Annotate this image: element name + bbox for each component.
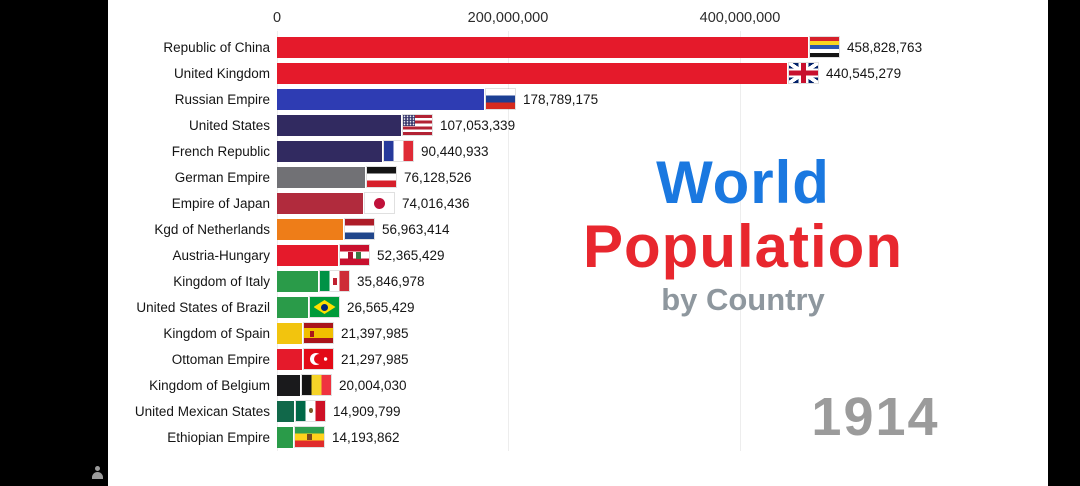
chart-title: World Population by Country: [568, 152, 918, 318]
person-icon: [91, 466, 104, 479]
bar: [277, 400, 294, 422]
country-label: Empire of Japan: [171, 195, 270, 211]
value-label: 76,128,526: [404, 169, 472, 185]
bar: [277, 88, 484, 110]
bar-row: United Mexican States 14,909,799: [108, 398, 1048, 424]
country-label: German Empire: [174, 169, 270, 185]
bar: [277, 192, 363, 214]
country-flag-icon: [302, 375, 331, 395]
value-label: 14,193,862: [332, 429, 400, 445]
video-frame: 0 200,000,000 400,000,000 Republic of Ch…: [108, 0, 1048, 486]
country-flag-icon: [810, 37, 839, 57]
country-label: French Republic: [171, 143, 270, 159]
x-axis-tick-400m: 400,000,000: [699, 10, 781, 26]
country-label: Ottoman Empire: [171, 351, 270, 367]
country-flag-icon: [403, 115, 432, 135]
bar: [277, 166, 365, 188]
value-label: 35,846,978: [357, 273, 425, 289]
bar-row: Kingdom of Belgium 20,004,030: [108, 372, 1048, 398]
country-flag-icon: [789, 63, 818, 83]
bar: [277, 114, 401, 136]
country-flag-icon: [295, 427, 324, 447]
year-label: 1914: [811, 387, 940, 447]
country-flag-icon: [340, 245, 369, 265]
country-label: Ethiopian Empire: [167, 429, 270, 445]
country-label: United States: [188, 117, 270, 133]
bar-row: French Republic 90,440,933: [108, 138, 1048, 164]
country-label: United Kingdom: [173, 65, 270, 81]
country-label: Austria-Hungary: [172, 247, 270, 263]
bar: [277, 426, 293, 448]
country-flag-icon: [320, 271, 349, 291]
value-label: 440,545,279: [826, 65, 902, 81]
country-flag-icon: [296, 401, 325, 421]
bar-row: German Empire 76,128,526: [108, 164, 1048, 190]
country-flag-icon: [304, 349, 333, 369]
bar-row: Kgd of Netherlands 56,963,414: [108, 216, 1048, 242]
bar-row: Empire of Japan 74,016,436: [108, 190, 1048, 216]
country-label: Russian Empire: [174, 91, 270, 107]
bar: [277, 244, 338, 266]
country-label: Kingdom of Italy: [173, 273, 270, 289]
bar: [277, 62, 787, 84]
bar-rows: Republic of China 458,828,763 United Kin…: [108, 34, 1048, 450]
bar: [277, 270, 318, 292]
country-flag-icon: [345, 219, 374, 239]
gridline-200m: [508, 31, 509, 451]
bar-row: United States of Brazil 26,565,429: [108, 294, 1048, 320]
bar-row: Russian Empire 178,789,175: [108, 86, 1048, 112]
bar-row: Kingdom of Spain 21,397,985: [108, 320, 1048, 346]
bar-row: United Kingdom 440,545,279: [108, 60, 1048, 86]
value-label: 74,016,436: [402, 195, 470, 211]
gridline-0: [277, 31, 278, 451]
country-flag-icon: [384, 141, 413, 161]
country-label: Kingdom of Belgium: [149, 377, 270, 393]
title-word-world: World: [656, 149, 830, 216]
bar: [277, 296, 308, 318]
bar-row: Ottoman Empire 21,297,985: [108, 346, 1048, 372]
title-subtitle: by Country: [661, 282, 825, 318]
bar: [277, 36, 808, 58]
bar: [277, 348, 302, 370]
value-label: 26,565,429: [347, 299, 415, 315]
value-label: 56,963,414: [382, 221, 450, 237]
bar-row: United States 107,053,339: [108, 112, 1048, 138]
x-axis-tick-0: 0: [272, 10, 282, 26]
value-label: 21,297,985: [341, 351, 409, 367]
value-label: 14,909,799: [333, 403, 401, 419]
value-label: 52,365,429: [377, 247, 445, 263]
country-label: United States of Brazil: [136, 299, 270, 315]
country-label: Republic of China: [163, 39, 270, 55]
bar-row: Kingdom of Italy 35,846,978: [108, 268, 1048, 294]
country-flag-icon: [365, 193, 394, 213]
bar-row: Austria-Hungary 52,365,429: [108, 242, 1048, 268]
country-flag-icon: [486, 89, 515, 109]
country-label: Kingdom of Spain: [163, 325, 270, 341]
country-flag-icon: [304, 323, 333, 343]
value-label: 178,789,175: [523, 91, 599, 107]
value-label: 458,828,763: [847, 39, 923, 55]
bar: [277, 374, 300, 396]
bar-row: Ethiopian Empire 14,193,862: [108, 424, 1048, 450]
value-label: 21,397,985: [341, 325, 409, 341]
bar: [277, 218, 343, 240]
value-label: 107,053,339: [440, 117, 516, 133]
bar-row: Republic of China 458,828,763: [108, 34, 1048, 60]
bar: [277, 322, 302, 344]
x-axis-tick-200m: 200,000,000: [467, 10, 549, 26]
value-label: 20,004,030: [339, 377, 407, 393]
country-label: United Mexican States: [134, 403, 270, 419]
value-label: 90,440,933: [421, 143, 489, 159]
bar: [277, 140, 382, 162]
country-label: Kgd of Netherlands: [154, 221, 270, 237]
title-word-population: Population: [583, 213, 903, 281]
country-flag-icon: [367, 167, 396, 187]
country-flag-icon: [310, 297, 339, 317]
gridline-400m: [740, 31, 741, 451]
